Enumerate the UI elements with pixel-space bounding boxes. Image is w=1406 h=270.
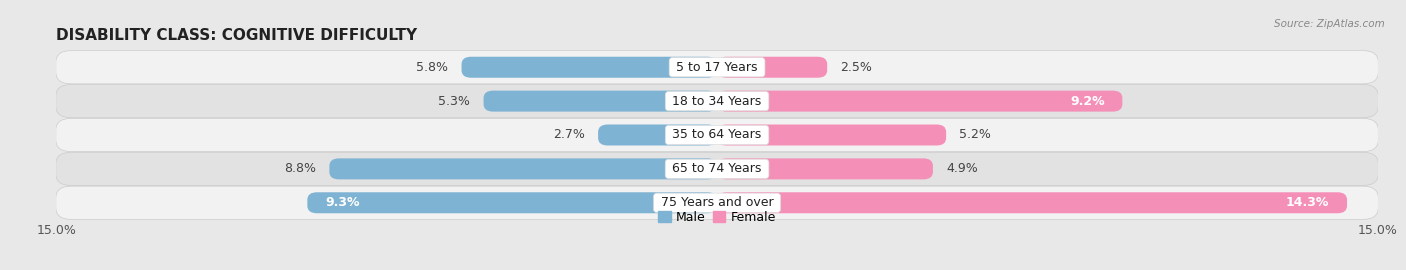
- Text: 35 to 64 Years: 35 to 64 Years: [668, 129, 766, 141]
- Text: 5.2%: 5.2%: [959, 129, 991, 141]
- FancyBboxPatch shape: [56, 51, 1378, 84]
- FancyBboxPatch shape: [56, 85, 1378, 118]
- Text: 75 Years and over: 75 Years and over: [657, 196, 778, 209]
- FancyBboxPatch shape: [461, 57, 717, 78]
- Text: 5 to 17 Years: 5 to 17 Years: [672, 61, 762, 74]
- FancyBboxPatch shape: [717, 192, 1347, 213]
- Text: 8.8%: 8.8%: [284, 162, 316, 176]
- Text: 5.8%: 5.8%: [416, 61, 449, 74]
- FancyBboxPatch shape: [308, 192, 717, 213]
- Text: 9.3%: 9.3%: [325, 196, 360, 209]
- Text: 2.7%: 2.7%: [553, 129, 585, 141]
- FancyBboxPatch shape: [717, 124, 946, 146]
- FancyBboxPatch shape: [56, 152, 1378, 185]
- Text: 18 to 34 Years: 18 to 34 Years: [668, 94, 766, 108]
- Legend: Male, Female: Male, Female: [654, 206, 780, 229]
- FancyBboxPatch shape: [56, 119, 1378, 151]
- Text: 4.9%: 4.9%: [946, 162, 979, 176]
- FancyBboxPatch shape: [56, 186, 1378, 219]
- Text: DISABILITY CLASS: COGNITIVE DIFFICULTY: DISABILITY CLASS: COGNITIVE DIFFICULTY: [56, 28, 418, 43]
- Text: 14.3%: 14.3%: [1286, 196, 1330, 209]
- Text: 2.5%: 2.5%: [841, 61, 872, 74]
- FancyBboxPatch shape: [329, 158, 717, 179]
- Text: 65 to 74 Years: 65 to 74 Years: [668, 162, 766, 176]
- FancyBboxPatch shape: [484, 91, 717, 112]
- FancyBboxPatch shape: [717, 57, 827, 78]
- Text: 9.2%: 9.2%: [1070, 94, 1105, 108]
- FancyBboxPatch shape: [717, 91, 1122, 112]
- Text: Source: ZipAtlas.com: Source: ZipAtlas.com: [1274, 19, 1385, 29]
- FancyBboxPatch shape: [717, 158, 934, 179]
- Text: 5.3%: 5.3%: [439, 94, 471, 108]
- FancyBboxPatch shape: [598, 124, 717, 146]
